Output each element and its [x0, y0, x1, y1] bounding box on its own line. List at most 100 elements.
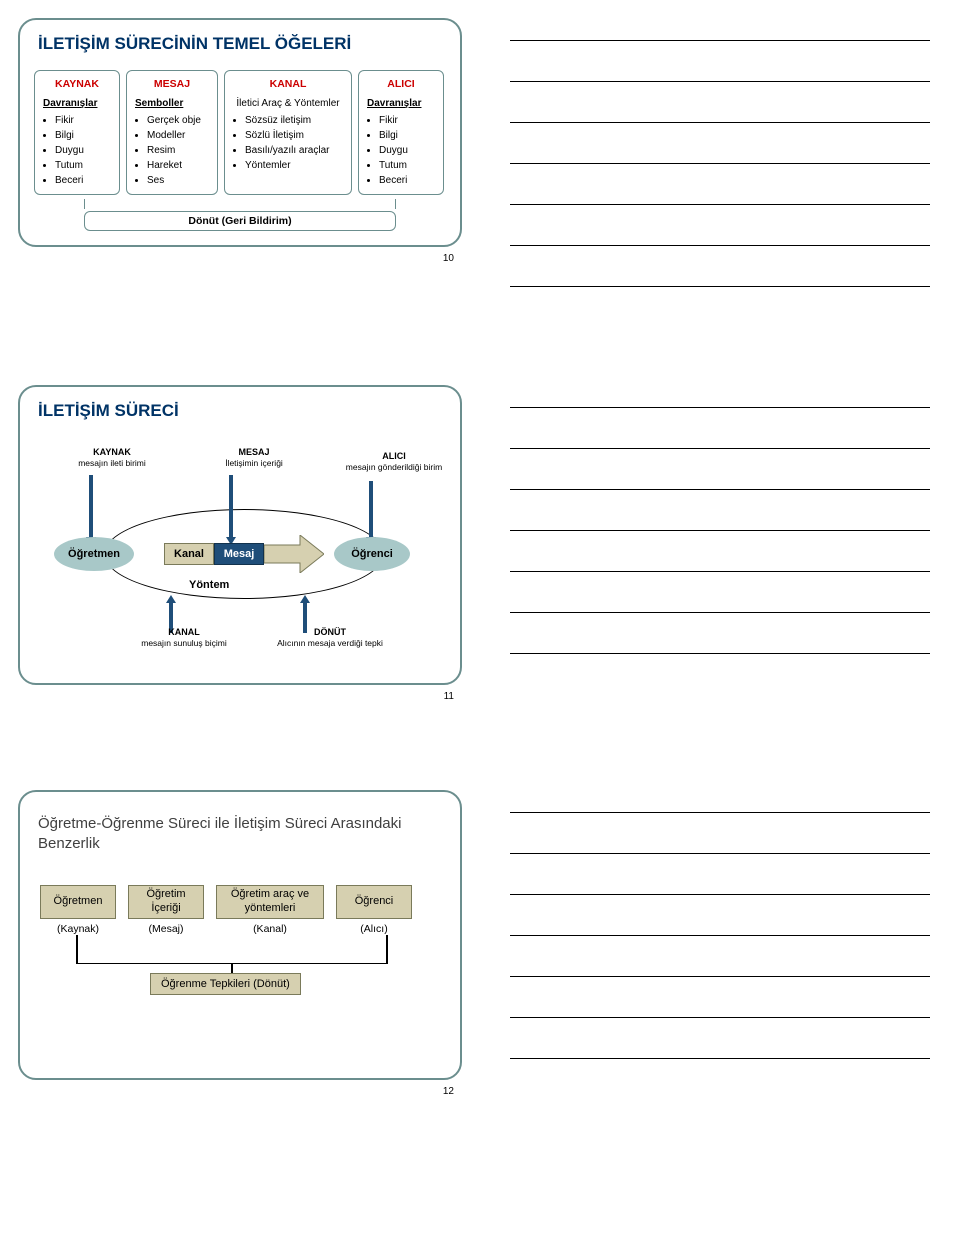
- list-item: Tutum: [55, 158, 111, 173]
- kanal-box: Kanal: [164, 543, 214, 565]
- row-slide-11: İLETİŞİM SÜRECİ KAYNAKmesajın ileti biri…: [0, 367, 960, 712]
- list-item: Bilgi: [379, 128, 435, 143]
- list-item: Ses: [147, 173, 209, 188]
- s12-box: Öğretim araç ve yöntemleri: [216, 885, 324, 919]
- column-subtitle: İletici Araç & Yöntemler: [233, 96, 343, 111]
- bottom-label-donut: DÖNÜTAlıcının mesaja verdiği tepki: [260, 627, 400, 649]
- note-line: [510, 935, 930, 936]
- feedback-box: Öğrenme Tepkileri (Dönüt): [150, 973, 301, 995]
- big-arrow-icon: [264, 535, 324, 578]
- s12-col: Öğretim araç ve yöntemleri (Kanal): [216, 885, 324, 935]
- top-label-mesaj: MESAJİletişimin içeriği: [194, 447, 314, 469]
- list-item: Yöntemler: [245, 158, 343, 173]
- list-item: Beceri: [55, 173, 111, 188]
- note-line: [510, 204, 930, 205]
- list-item: Modeller: [147, 128, 209, 143]
- notes-11: [480, 367, 960, 712]
- page-number: 12: [18, 1086, 454, 1097]
- s11-diagram: KAYNAKmesajın ileti birimi MESAJİletişimi…: [34, 437, 446, 657]
- list-item: Fikir: [379, 113, 435, 128]
- list-item: Tutum: [379, 158, 435, 173]
- list-item: Gerçek obje: [147, 113, 209, 128]
- column-box: KAYNAK Davranışlar FikirBilgiDuyguTutumBec…: [34, 70, 120, 195]
- s12-col: Öğretmen (Kaynak): [40, 885, 116, 935]
- note-line: [510, 407, 930, 408]
- note-line: [510, 894, 930, 895]
- s10-columns: KAYNAKDavranışlarFikirBilgiDuyguTutumBec…: [34, 70, 446, 195]
- column-subtitle: Davranışlar: [367, 96, 435, 111]
- list-item: Sözsüz iletişim: [245, 113, 343, 128]
- list-item: Fikir: [55, 113, 111, 128]
- top-label-alici: ALICImesajın gönderildiği birim: [334, 451, 454, 473]
- s12-col: Öğretim İçeriği (Mesaj): [128, 885, 204, 935]
- ogrenci-oval: Öğrenci: [334, 537, 410, 571]
- page-number: 11: [18, 691, 454, 702]
- bottom-label-kanal: KANALmesajın sunuluş biçimi: [114, 627, 254, 649]
- s12-box: Öğrenci: [336, 885, 412, 919]
- list-item: Bilgi: [55, 128, 111, 143]
- connector-line: [231, 963, 233, 973]
- note-line: [510, 1058, 930, 1059]
- column-list: FikirBilgiDuyguTutumBeceri: [367, 113, 435, 188]
- note-line: [510, 245, 930, 246]
- slide-frame: İLETİŞİM SÜRECİNİN TEMEL ÖĞELERİ KAYNAK D…: [18, 18, 462, 247]
- note-line: [510, 653, 930, 654]
- note-line: [510, 530, 930, 531]
- connector-line: [386, 935, 388, 963]
- note-line: [510, 1017, 930, 1018]
- column-header: KAYNAK: [43, 77, 111, 93]
- column-list: FikirBilgiDuyguTutumBeceri: [43, 113, 111, 188]
- row-slide-10: İLETİŞİM SÜRECİNİN TEMEL ÖĞELERİ KAYNAK D…: [0, 0, 960, 307]
- feedback-box: Dönüt (Geri Bildirim): [84, 211, 396, 231]
- column-list: Sözsüz iletişimSözlü İletişimBasılı/yazı…: [233, 113, 343, 173]
- s12-feedback: Öğrenme Tepkileri (Dönüt): [40, 935, 446, 995]
- note-line: [510, 122, 930, 123]
- note-line: [510, 853, 930, 854]
- slide-title: İLETİŞİM SÜRECİNİN TEMEL ÖĞELERİ: [38, 34, 446, 54]
- notes-12: [480, 772, 960, 1107]
- slide-title: Öğretme-Öğrenme Süreci ile İletişim Süre…: [38, 814, 442, 855]
- list-item: Hareket: [147, 158, 209, 173]
- slide-frame: Öğretme-Öğrenme Süreci ile İletişim Süre…: [18, 790, 462, 1080]
- note-line: [510, 163, 930, 164]
- slide-title: İLETİŞİM SÜRECİ: [38, 401, 446, 421]
- s12-sublabel: (Kaynak): [57, 923, 99, 935]
- top-label-kaynak: KAYNAKmesajın ileti birimi: [52, 447, 172, 469]
- slide-11: İLETİŞİM SÜRECİ KAYNAKmesajın ileti biri…: [0, 367, 480, 712]
- note-line: [510, 812, 930, 813]
- s12-col: Öğrenci (Alıcı): [336, 885, 412, 935]
- list-item: Basılı/yazılı araçlar: [245, 143, 343, 158]
- ogretmen-oval: Öğretmen: [54, 537, 134, 571]
- slide-10: İLETİŞİM SÜRECİNİN TEMEL ÖĞELERİ KAYNAK D…: [0, 0, 480, 307]
- arrow-down-icon: [226, 475, 236, 550]
- note-line: [510, 81, 930, 82]
- s12-sublabel: (Alıcı): [360, 923, 387, 935]
- connector-line: [76, 935, 78, 963]
- s12-sublabel: (Kanal): [253, 923, 287, 935]
- list-item: Beceri: [379, 173, 435, 188]
- slide-12: Öğretme-Öğrenme Süreci ile İletişim Süre…: [0, 772, 480, 1107]
- s12-box: Öğretim İçeriği: [128, 885, 204, 919]
- column-header: KANAL: [233, 77, 343, 93]
- s12-boxes-row: Öğretmen(Kaynak)Öğretim İçeriği(Mesaj)Öğ…: [40, 885, 446, 935]
- yontem-label: Yöntem: [189, 579, 229, 591]
- list-item: Sözlü İletişim: [245, 128, 343, 143]
- notes-10: [480, 0, 960, 307]
- column-subtitle: Semboller: [135, 96, 209, 111]
- note-line: [510, 571, 930, 572]
- column-box: MESAJSembollerGerçek objeModellerResimHa…: [126, 70, 218, 195]
- column-header: ALICI: [367, 77, 435, 93]
- column-subtitle: Davranışlar: [43, 96, 111, 111]
- note-line: [510, 286, 930, 287]
- note-line: [510, 976, 930, 977]
- note-line: [510, 448, 930, 449]
- s10-connectors: [84, 201, 396, 211]
- s12-box: Öğretmen: [40, 885, 116, 919]
- column-box: ALICI Davranışlar FikirBilgiDuyguTutumBece…: [358, 70, 444, 195]
- column-box: KANAL İletici Araç & Yöntemler Sözsüz ilet…: [224, 70, 352, 195]
- row-slide-12: Öğretme-Öğrenme Süreci ile İletişim Süre…: [0, 772, 960, 1107]
- column-header: MESAJ: [135, 77, 209, 93]
- s12-sublabel: (Mesaj): [148, 923, 183, 935]
- list-item: Duygu: [379, 143, 435, 158]
- note-line: [510, 612, 930, 613]
